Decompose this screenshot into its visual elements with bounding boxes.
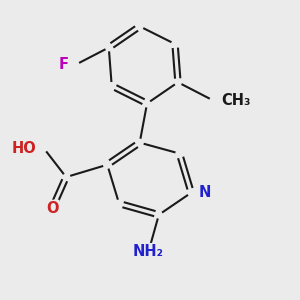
Text: CH₃: CH₃ [221, 93, 251, 108]
Text: O: O [46, 201, 58, 216]
Text: HO: HO [12, 141, 37, 156]
Text: N: N [199, 185, 211, 200]
Text: NH₂: NH₂ [133, 244, 164, 259]
Text: F: F [58, 57, 68, 72]
